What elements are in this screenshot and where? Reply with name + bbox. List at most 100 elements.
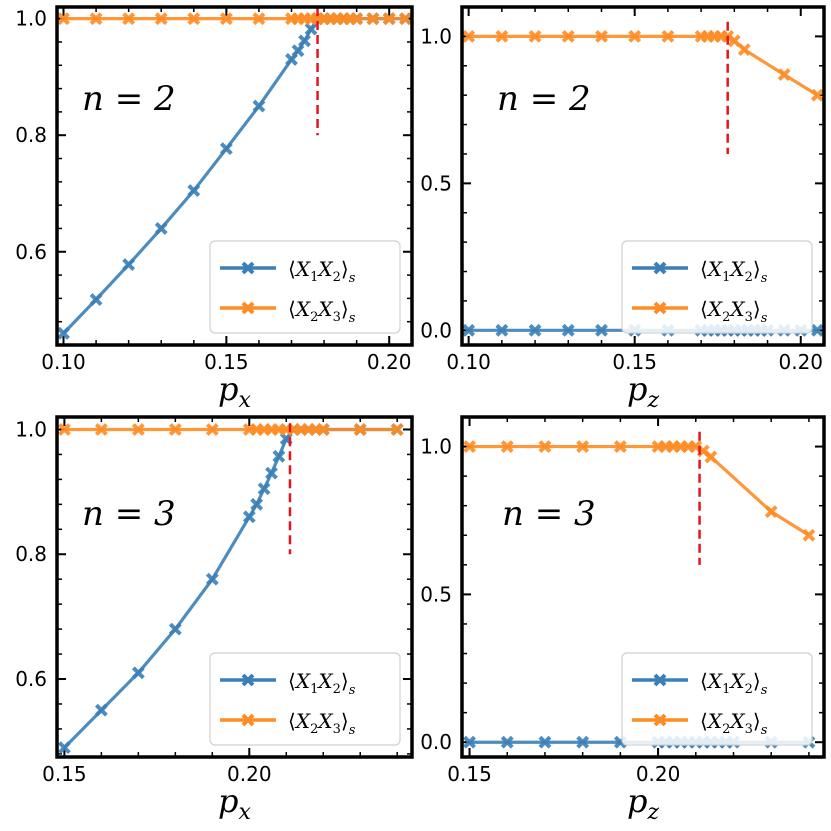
legend-label-part: ⟩ — [753, 669, 761, 693]
legend-label-part: 2 — [745, 682, 753, 697]
legend-label-part: ⟨ — [288, 709, 296, 733]
x-axis-label-sub: x — [239, 800, 252, 825]
legend-label-part: 3 — [333, 310, 341, 325]
legend-label-part: ⟨ — [288, 669, 296, 693]
legend-label-part: 3 — [333, 722, 341, 737]
legend-label-2: ⟨X2X3⟩s — [700, 709, 768, 738]
series-point-1 — [242, 510, 256, 524]
x-axis-label: pz — [627, 782, 659, 825]
annotation: n = 3 — [502, 494, 596, 534]
legend-label-part: 1 — [310, 270, 318, 285]
x-axis-label-var: p — [218, 782, 238, 820]
legend-label-part: X — [316, 257, 333, 281]
annotation: n = 2 — [82, 79, 176, 119]
series-point-2 — [57, 12, 70, 26]
legend-label-part: 1 — [722, 682, 730, 697]
y-tick-label: 0.5 — [420, 171, 452, 195]
legend-marker-1 — [241, 261, 255, 275]
legend-label-part: X — [294, 257, 311, 281]
legend-label-part: ⟨ — [700, 257, 708, 281]
legend-label-part: 2 — [333, 682, 341, 697]
y-tick-label: 0.5 — [420, 582, 452, 606]
legend-label-part: X — [294, 669, 311, 693]
axes-frame — [55, 415, 414, 759]
legend-label-part: X — [706, 669, 723, 693]
series-point-1 — [265, 466, 278, 480]
series-point-2 — [353, 423, 367, 436]
series-point-1 — [495, 323, 509, 337]
legend-label-part: ⟩ — [341, 669, 349, 693]
series-point-2 — [810, 88, 824, 102]
plot-area — [57, 7, 412, 340]
series-point-2 — [382, 12, 396, 26]
legend: ⟨X1X2⟩s ⟨X2X3⟩s — [209, 240, 401, 334]
series-point-1 — [219, 142, 233, 156]
series-point-2 — [390, 423, 404, 436]
legend-label-2: ⟨X2X3⟩s — [288, 297, 356, 326]
series-point-2 — [500, 440, 514, 453]
x-tick-label: 0.10 — [446, 350, 491, 374]
series-point-2 — [613, 440, 627, 453]
series-point-2 — [350, 12, 364, 26]
legend-frame — [621, 240, 813, 334]
legend-label-part: ⟨ — [288, 297, 296, 321]
x-tick-label: 0.15 — [612, 350, 657, 374]
series-point-2 — [463, 440, 476, 453]
series-point-1 — [272, 449, 286, 463]
series-point-1 — [94, 703, 108, 717]
legend-label-1: ⟨X1X2⟩s — [288, 257, 356, 286]
legend-label-part: 3 — [745, 310, 753, 325]
y-tick-label: 0.8 — [15, 123, 47, 147]
series-point-2 — [366, 12, 380, 26]
y-tick-label: 0.6 — [15, 240, 47, 264]
legend-label-part: ⟩ — [753, 709, 761, 733]
legend-frame — [621, 652, 813, 746]
legend-label-part: X — [728, 709, 745, 733]
legend-label-part: X — [728, 257, 745, 281]
legend-label-part: X — [294, 709, 311, 733]
series-point-1 — [252, 99, 266, 113]
legend-marker-2 — [241, 713, 255, 727]
series-point-1 — [576, 735, 590, 749]
plot-area — [57, 423, 404, 755]
series-point-1 — [528, 323, 542, 337]
series-point-1 — [131, 666, 145, 680]
series-point-2 — [495, 29, 509, 43]
legend-label-part: 2 — [333, 270, 341, 285]
legend-label-1: ⟨X1X2⟩s — [288, 669, 356, 698]
series-point-1 — [810, 323, 824, 337]
series-point-2 — [538, 440, 552, 453]
x-axis-label: px — [218, 370, 251, 413]
y-tick-label: 1.0 — [420, 435, 452, 459]
legend-label-part: 2 — [722, 310, 730, 325]
x-axis-label-sub: z — [646, 800, 659, 825]
series-point-2 — [576, 440, 590, 453]
x-tick-label: 0.15 — [42, 762, 87, 786]
legend-label-part: s — [761, 271, 768, 286]
legend-marker-2 — [653, 301, 667, 315]
x-axis-label-sub: x — [239, 388, 252, 413]
legend-marker-1 — [653, 261, 667, 275]
legend-label-1: ⟨X1X2⟩s — [700, 257, 768, 286]
series-point-1 — [257, 482, 271, 496]
legend-label-part: 2 — [310, 310, 318, 325]
series-point-1 — [168, 622, 182, 636]
legend-label-part: X — [316, 709, 333, 733]
annotation: n = 3 — [82, 494, 176, 534]
legend-label-part: X — [706, 709, 723, 733]
y-tick-label: 1.0 — [15, 7, 47, 31]
legend-label-part: X — [706, 257, 723, 281]
series-point-1 — [205, 572, 219, 586]
legend-label-part: s — [761, 311, 768, 326]
legend-label-part: ⟩ — [341, 257, 349, 281]
series-point-2 — [122, 12, 136, 26]
series-point-1 — [89, 293, 103, 306]
legend-label-part: s — [349, 683, 356, 698]
x-tick-label: 0.20 — [636, 762, 681, 786]
series-point-2 — [595, 29, 608, 43]
series-point-2 — [94, 423, 108, 436]
legend-label-part: ⟨ — [700, 709, 708, 733]
x-axis-label-var: p — [218, 370, 238, 408]
series-point-2 — [187, 12, 201, 26]
